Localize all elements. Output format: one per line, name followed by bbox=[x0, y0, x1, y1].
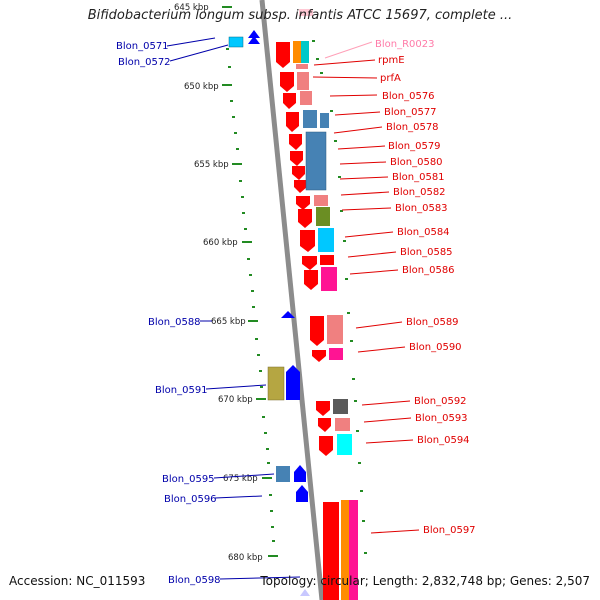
feature-blon-0595[interactable] bbox=[276, 465, 306, 482]
feature-blon-0594[interactable] bbox=[319, 434, 352, 456]
gene-label-blon-0576[interactable]: Blon_0576 bbox=[382, 91, 435, 102]
gene-label-blon-r0023[interactable]: Blon_R0023 bbox=[375, 39, 435, 50]
feature-blon-0590[interactable] bbox=[312, 348, 343, 362]
gene-label-blon-0582[interactable]: Blon_0582 bbox=[393, 187, 446, 198]
gene-label-blon-0589[interactable]: Blon_0589 bbox=[406, 317, 459, 328]
gene-label-blon-0597[interactable]: Blon_0597 bbox=[423, 525, 476, 536]
gene-label-blon-0581[interactable]: Blon_0581 bbox=[392, 172, 445, 183]
tick-655: 655 kbp bbox=[194, 160, 242, 170]
feature-blon-0592[interactable] bbox=[316, 399, 348, 416]
feature-blon-0582[interactable] bbox=[296, 195, 328, 210]
genome-summary-text: Topology: circular; Length: 2,832,748 bp… bbox=[260, 574, 590, 588]
tick-curve bbox=[226, 48, 275, 542]
gene-label-blon-0594[interactable]: Blon_0594 bbox=[417, 435, 470, 446]
tick-label: 655 kbp bbox=[194, 160, 229, 170]
feature-blon-0578[interactable] bbox=[320, 113, 329, 128]
right-leaders bbox=[312, 41, 420, 534]
feature-blon-r0023[interactable] bbox=[299, 9, 313, 16]
map-title: Bifidobacterium longum subsp. infantis A… bbox=[87, 8, 513, 23]
feature-blon-0577[interactable] bbox=[286, 110, 317, 132]
feature-blon-0589[interactable] bbox=[310, 315, 343, 346]
tick-650: 650 kbp bbox=[184, 82, 232, 92]
feature-blon-0591[interactable] bbox=[267, 365, 300, 401]
gene-label-blon-0588[interactable]: Blon_0588 bbox=[148, 317, 201, 328]
gene-label-blon-0584[interactable]: Blon_0584 bbox=[397, 227, 450, 238]
gene-label-blon-0585[interactable]: Blon_0585 bbox=[400, 247, 453, 258]
tick-label: 680 kbp bbox=[228, 553, 263, 563]
tick-645: 645 kbp bbox=[174, 3, 232, 13]
tick-670: 670 kbp bbox=[218, 395, 266, 405]
gene-label-blon-0579[interactable]: Blon_0579 bbox=[388, 141, 441, 152]
tick-label: 650 kbp bbox=[184, 82, 219, 92]
gene-label-prfa[interactable]: prfA bbox=[380, 73, 401, 84]
feature-blon-0597[interactable] bbox=[323, 500, 358, 600]
tick-660: 660 kbp bbox=[203, 238, 252, 248]
tick-curve-right bbox=[312, 40, 367, 554]
gene-label-rpme[interactable]: rpmE bbox=[378, 55, 405, 66]
tick-680: 680 kbp bbox=[228, 553, 278, 563]
backbone-line bbox=[259, 0, 325, 600]
gene-label-blon-0598[interactable]: Blon_0598 bbox=[168, 575, 221, 586]
gene-label-blon-0580[interactable]: Blon_0580 bbox=[390, 157, 443, 168]
gene-label-blon-0583[interactable]: Blon_0583 bbox=[395, 203, 448, 214]
gene-label-blon-0596[interactable]: Blon_0596 bbox=[164, 494, 217, 505]
tick-label: 670 kbp bbox=[218, 395, 253, 405]
gene-label-blon-0572[interactable]: Blon_0572 bbox=[118, 57, 171, 68]
feature-blon-0576[interactable] bbox=[283, 91, 312, 109]
gene-label-blon-0577[interactable]: Blon_0577 bbox=[384, 107, 437, 118]
feature-prfA[interactable] bbox=[280, 72, 309, 92]
feature-rpmE-group[interactable] bbox=[276, 41, 309, 69]
gene-label-blon-0586[interactable]: Blon_0586 bbox=[402, 265, 455, 276]
left-leaders bbox=[166, 37, 301, 580]
tick-665: 665 kbp bbox=[211, 317, 258, 327]
tick-label: 675 kbp bbox=[223, 474, 258, 484]
feature-blon-0571[interactable] bbox=[228, 36, 244, 48]
gene-label-blon-0591[interactable]: Blon_0591 bbox=[155, 385, 208, 396]
feature-blon-0586[interactable] bbox=[304, 267, 337, 291]
feature-blon-0596[interactable] bbox=[296, 485, 308, 502]
gene-label-blon-0593[interactable]: Blon_0593 bbox=[415, 413, 468, 424]
gene-label-blon-0578[interactable]: Blon_0578 bbox=[386, 122, 439, 133]
feature-blon-0593[interactable] bbox=[318, 418, 350, 432]
tick-label: 645 kbp bbox=[174, 3, 209, 13]
tick-label: 660 kbp bbox=[203, 238, 238, 248]
feature-blon-0572[interactable] bbox=[248, 30, 260, 44]
tick-label: 665 kbp bbox=[211, 317, 246, 327]
gene-label-blon-0571[interactable]: Blon_0571 bbox=[116, 41, 169, 52]
feature-blon-0583[interactable] bbox=[298, 207, 330, 228]
tick-675: 675 kbp bbox=[223, 474, 272, 484]
feature-blon-0579-0581[interactable] bbox=[289, 131, 327, 193]
feature-blon-0588[interactable] bbox=[281, 311, 295, 318]
feature-blon-0584[interactable] bbox=[300, 228, 334, 252]
accession-text: Accession: NC_011593 bbox=[9, 574, 146, 588]
gene-label-blon-0595[interactable]: Blon_0595 bbox=[162, 474, 215, 485]
gene-label-blon-0590[interactable]: Blon_0590 bbox=[409, 342, 462, 353]
gene-label-blon-0592[interactable]: Blon_0592 bbox=[414, 396, 467, 407]
feature-blon-0585[interactable] bbox=[302, 255, 334, 270]
feature-blon-0598[interactable] bbox=[300, 589, 310, 596]
